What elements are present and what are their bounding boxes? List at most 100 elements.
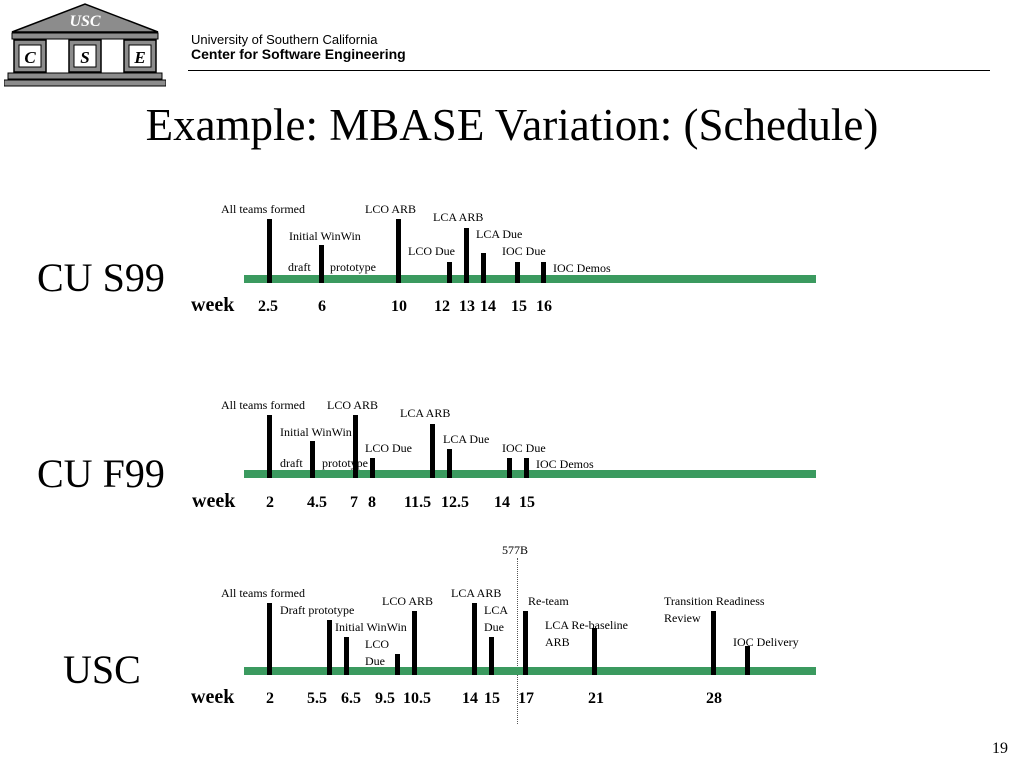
milestone-tick: [481, 253, 486, 283]
week-label: week: [191, 294, 235, 316]
week-number: 15: [484, 690, 500, 707]
milestone-tick: [541, 262, 546, 283]
milestone-tick: [523, 611, 528, 675]
milestone-tick: [353, 415, 358, 478]
milestone-label: draft: [280, 456, 303, 470]
milestone-label: Due: [484, 620, 504, 634]
week-number: 2.5: [258, 298, 278, 315]
milestone-label: IOC Due: [502, 244, 546, 258]
milestone-tick: [267, 603, 272, 675]
week-number: 17: [518, 690, 534, 707]
milestone-label: Initial WinWin: [335, 620, 407, 634]
milestone-tick: [395, 654, 400, 675]
week-number: 5.5: [307, 690, 327, 707]
week-number: 2: [266, 690, 274, 707]
milestone-label: draft: [288, 260, 311, 274]
milestone-label: prototype: [322, 456, 368, 470]
week-label: week: [191, 686, 235, 708]
milestone-label: LCO ARB: [365, 202, 417, 216]
milestone-tick: [489, 637, 494, 675]
milestone-tick: [507, 458, 512, 478]
milestone-label: LCO ARB: [327, 398, 379, 412]
timeline-bar: [244, 275, 816, 283]
milestone-label: LCO ARB: [382, 594, 434, 608]
milestone-label: Initial WinWin: [280, 425, 352, 439]
milestone-tick: [447, 262, 452, 283]
semester-divider: [517, 558, 518, 724]
week-number: 6.5: [341, 690, 361, 707]
milestone-tick: [267, 219, 272, 283]
divider-label-577b: 577B: [502, 543, 529, 557]
milestone-tick: [472, 603, 477, 675]
week-number: 12.5: [441, 494, 469, 511]
week-number: 9.5: [375, 690, 395, 707]
milestone-tick: [412, 611, 417, 675]
milestone-label: Re-team: [528, 594, 569, 608]
slide-title: Example: MBASE Variation: (Schedule): [145, 100, 879, 150]
milestone-label: LCA ARB: [400, 406, 451, 420]
milestone-label: LCO Due: [408, 244, 455, 258]
milestone-label: IOC Due: [502, 441, 546, 455]
milestone-tick: [711, 611, 716, 675]
milestone-tick: [267, 415, 272, 478]
milestone-label: Review: [664, 611, 701, 625]
timeline-label-cu-f99: CU F99: [37, 451, 165, 496]
milestone-tick: [745, 646, 750, 675]
week-label: week: [192, 490, 236, 512]
milestone-tick: [524, 458, 529, 478]
week-number: 14: [480, 298, 496, 315]
timeline-bar: [244, 667, 816, 675]
svg-text:C: C: [24, 48, 36, 67]
milestone-label: All teams formed: [221, 586, 305, 600]
milestone-label: LCA Due: [476, 227, 523, 241]
milestone-label: LCA Re-baseline: [545, 618, 628, 632]
milestone-label: LCA: [484, 603, 508, 617]
week-number: 7: [350, 494, 358, 511]
week-number: 11.5: [404, 494, 432, 511]
header-rule: [188, 70, 990, 71]
milestone-label: Transition Readiness: [664, 594, 765, 608]
milestone-label: Initial WinWin: [289, 229, 361, 243]
center-name: Center for Software Engineering: [191, 46, 406, 62]
week-number: 6: [318, 298, 326, 315]
timeline-label-usc: USC: [63, 647, 141, 692]
week-number: 28: [706, 690, 722, 707]
milestone-label: IOC Demos: [536, 457, 594, 471]
milestone-tick: [344, 637, 349, 675]
timeline-label-cu-s99: CU S99: [37, 255, 165, 300]
milestone-label: IOC Demos: [553, 261, 611, 275]
week-number: 4.5: [307, 494, 327, 511]
milestone-label: LCO Due: [365, 441, 412, 455]
milestone-tick: [430, 424, 435, 478]
milestone-tick: [370, 458, 375, 478]
week-number: 15: [519, 494, 535, 511]
university-name: University of Southern California: [191, 32, 378, 47]
milestone-label: ARB: [545, 635, 570, 649]
week-number: 8: [368, 494, 376, 511]
week-number: 15: [511, 298, 527, 315]
week-number: 10: [391, 298, 407, 315]
page-number: 19: [992, 740, 1008, 757]
milestone-label: LCA ARB: [451, 586, 502, 600]
milestone-tick: [464, 228, 469, 283]
milestone-tick: [515, 262, 520, 283]
week-number: 14: [462, 690, 478, 707]
week-number: 12: [434, 298, 450, 315]
week-number: 16: [536, 298, 552, 315]
milestone-label: prototype: [330, 260, 376, 274]
milestone-label: IOC Delivery: [733, 635, 799, 649]
svg-text:E: E: [133, 48, 145, 67]
week-number: 13: [459, 298, 475, 315]
svg-text:S: S: [80, 48, 89, 67]
milestone-label: LCO: [365, 637, 389, 651]
milestone-tick: [592, 628, 597, 675]
timeline-bar: [244, 470, 816, 478]
week-number: 21: [588, 690, 604, 707]
milestone-tick: [447, 449, 452, 478]
milestone-tick: [310, 441, 315, 478]
svg-text:USC: USC: [69, 13, 100, 30]
milestone-tick: [327, 620, 332, 675]
milestone-label: Due: [365, 654, 385, 668]
milestone-label: Draft prototype: [280, 603, 355, 617]
milestone-label: LCA Due: [443, 432, 490, 446]
